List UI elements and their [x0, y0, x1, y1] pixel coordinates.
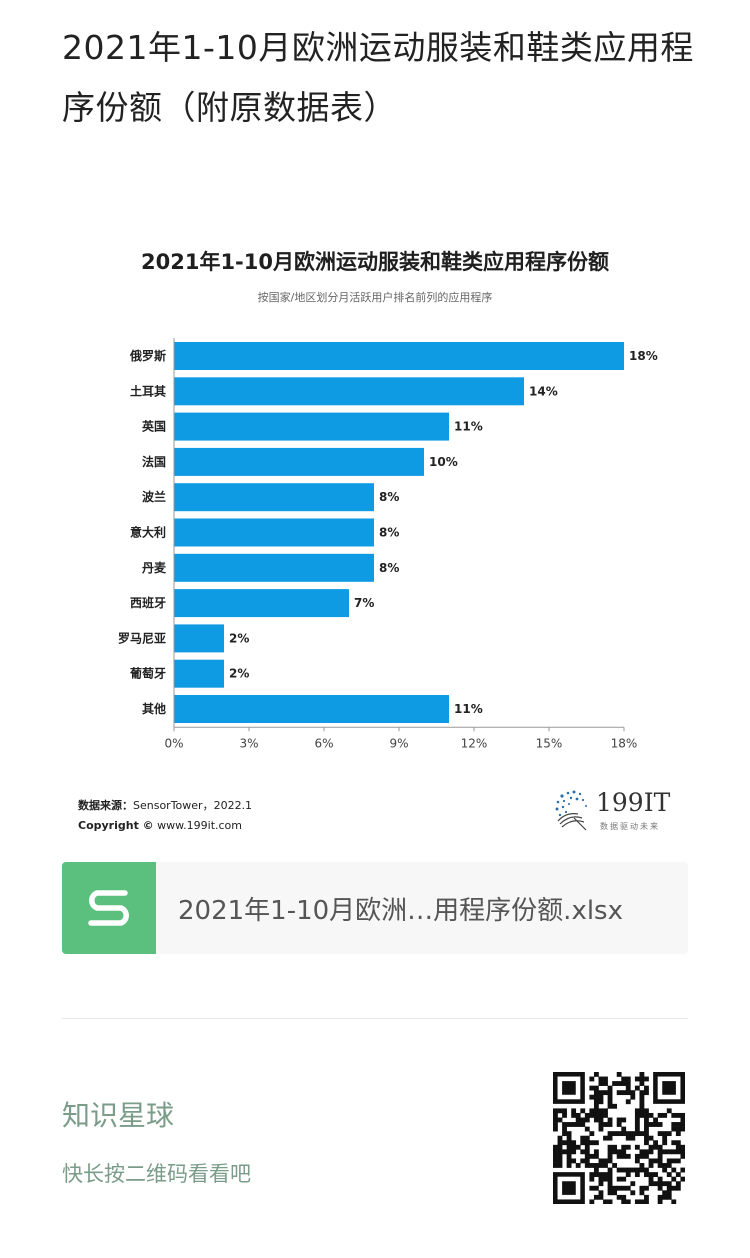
x-tick-label: 6%: [314, 736, 333, 750]
chart-source: 数据来源：SensorTower，2022.1 Copyright © www.…: [78, 796, 252, 836]
bar: [174, 589, 349, 618]
data-label: 2%: [229, 631, 249, 645]
category-label: 法国: [142, 454, 166, 469]
bar: [174, 553, 374, 582]
category-label: 英国: [142, 419, 166, 434]
bar: [174, 447, 424, 476]
bar: [174, 483, 374, 512]
dandelion-icon: [555, 790, 587, 831]
category-label: 西班牙: [130, 595, 166, 610]
x-tick-label: 18%: [611, 736, 638, 750]
chart-title: 2021年1-10月欧洲运动服装和鞋类应用程序份额: [141, 250, 609, 274]
divider: [62, 1018, 688, 1019]
data-label: 14%: [529, 384, 558, 398]
data-label: 11%: [454, 420, 483, 434]
data-label: 8%: [379, 490, 399, 504]
category-label: 罗马尼亚: [118, 630, 166, 645]
planet-subtitle: 快长按二维码看看吧: [62, 1162, 251, 1186]
source-label: 数据来源：: [78, 799, 133, 812]
chart-image: 2021年1-10月欧洲运动服装和鞋类应用程序份额 按国家/地区划分月活跃用户排…: [62, 232, 688, 842]
bar: [174, 518, 374, 547]
data-label: 2%: [229, 667, 249, 681]
bar: [174, 624, 224, 653]
data-label: 8%: [379, 561, 399, 575]
category-label: 土耳其: [130, 383, 166, 398]
bar: [174, 659, 224, 688]
category-label: 其他: [142, 701, 166, 716]
brand-slogan: 数据驱动未来: [600, 822, 660, 831]
file-name: 2021年1-10月欧洲…用程序份额.xlsx: [178, 896, 623, 926]
bar: [174, 412, 449, 441]
x-tick-label: 9%: [389, 736, 408, 750]
category-label: 波兰: [142, 489, 166, 504]
category-label: 葡萄牙: [129, 666, 166, 681]
bar: [174, 377, 524, 406]
data-label: 11%: [454, 702, 483, 716]
chart-subtitle: 按国家/地区划分月活跃用户排名前列的应用程序: [257, 291, 493, 304]
copyright-label: Copyright ©: [78, 819, 154, 832]
bar: [174, 695, 449, 723]
data-label: 10%: [429, 455, 458, 469]
file-attachment[interactable]: 2021年1-10月欧洲…用程序份额.xlsx: [62, 862, 688, 954]
qr-code[interactable]: [553, 1072, 685, 1204]
x-tick-label: 15%: [536, 736, 563, 750]
brand-name: 199IT: [596, 788, 671, 817]
data-label: 18%: [629, 349, 658, 363]
category-label: 丹麦: [142, 560, 167, 575]
category-label: 意大利: [130, 525, 166, 540]
article-title: 2021年1-10月欧洲运动服装和鞋类应用程序份额（附原数据表）: [62, 28, 694, 127]
brand-logo: 199IT 数据驱动未来: [552, 788, 682, 834]
x-tick-label: 3%: [239, 736, 258, 750]
x-tick-label: 0%: [164, 736, 183, 750]
bar-chart: 俄罗斯 18% 土耳其 14% 英国 11% 法国 10% 波兰 8% 意大利 8% 丹麦 8% 西班牙 7%…: [118, 338, 658, 750]
data-label: 8%: [379, 526, 399, 540]
bar: [174, 342, 624, 370]
x-tick-label: 12%: [461, 736, 488, 750]
planet-title: 知识星球: [62, 1099, 175, 1132]
copyright-text: www.199it.com: [157, 819, 243, 832]
data-label: 7%: [354, 596, 374, 610]
spreadsheet-s-icon: [62, 862, 156, 954]
source-text: SensorTower，2022.1: [133, 799, 253, 812]
category-label: 俄罗斯: [129, 348, 166, 363]
